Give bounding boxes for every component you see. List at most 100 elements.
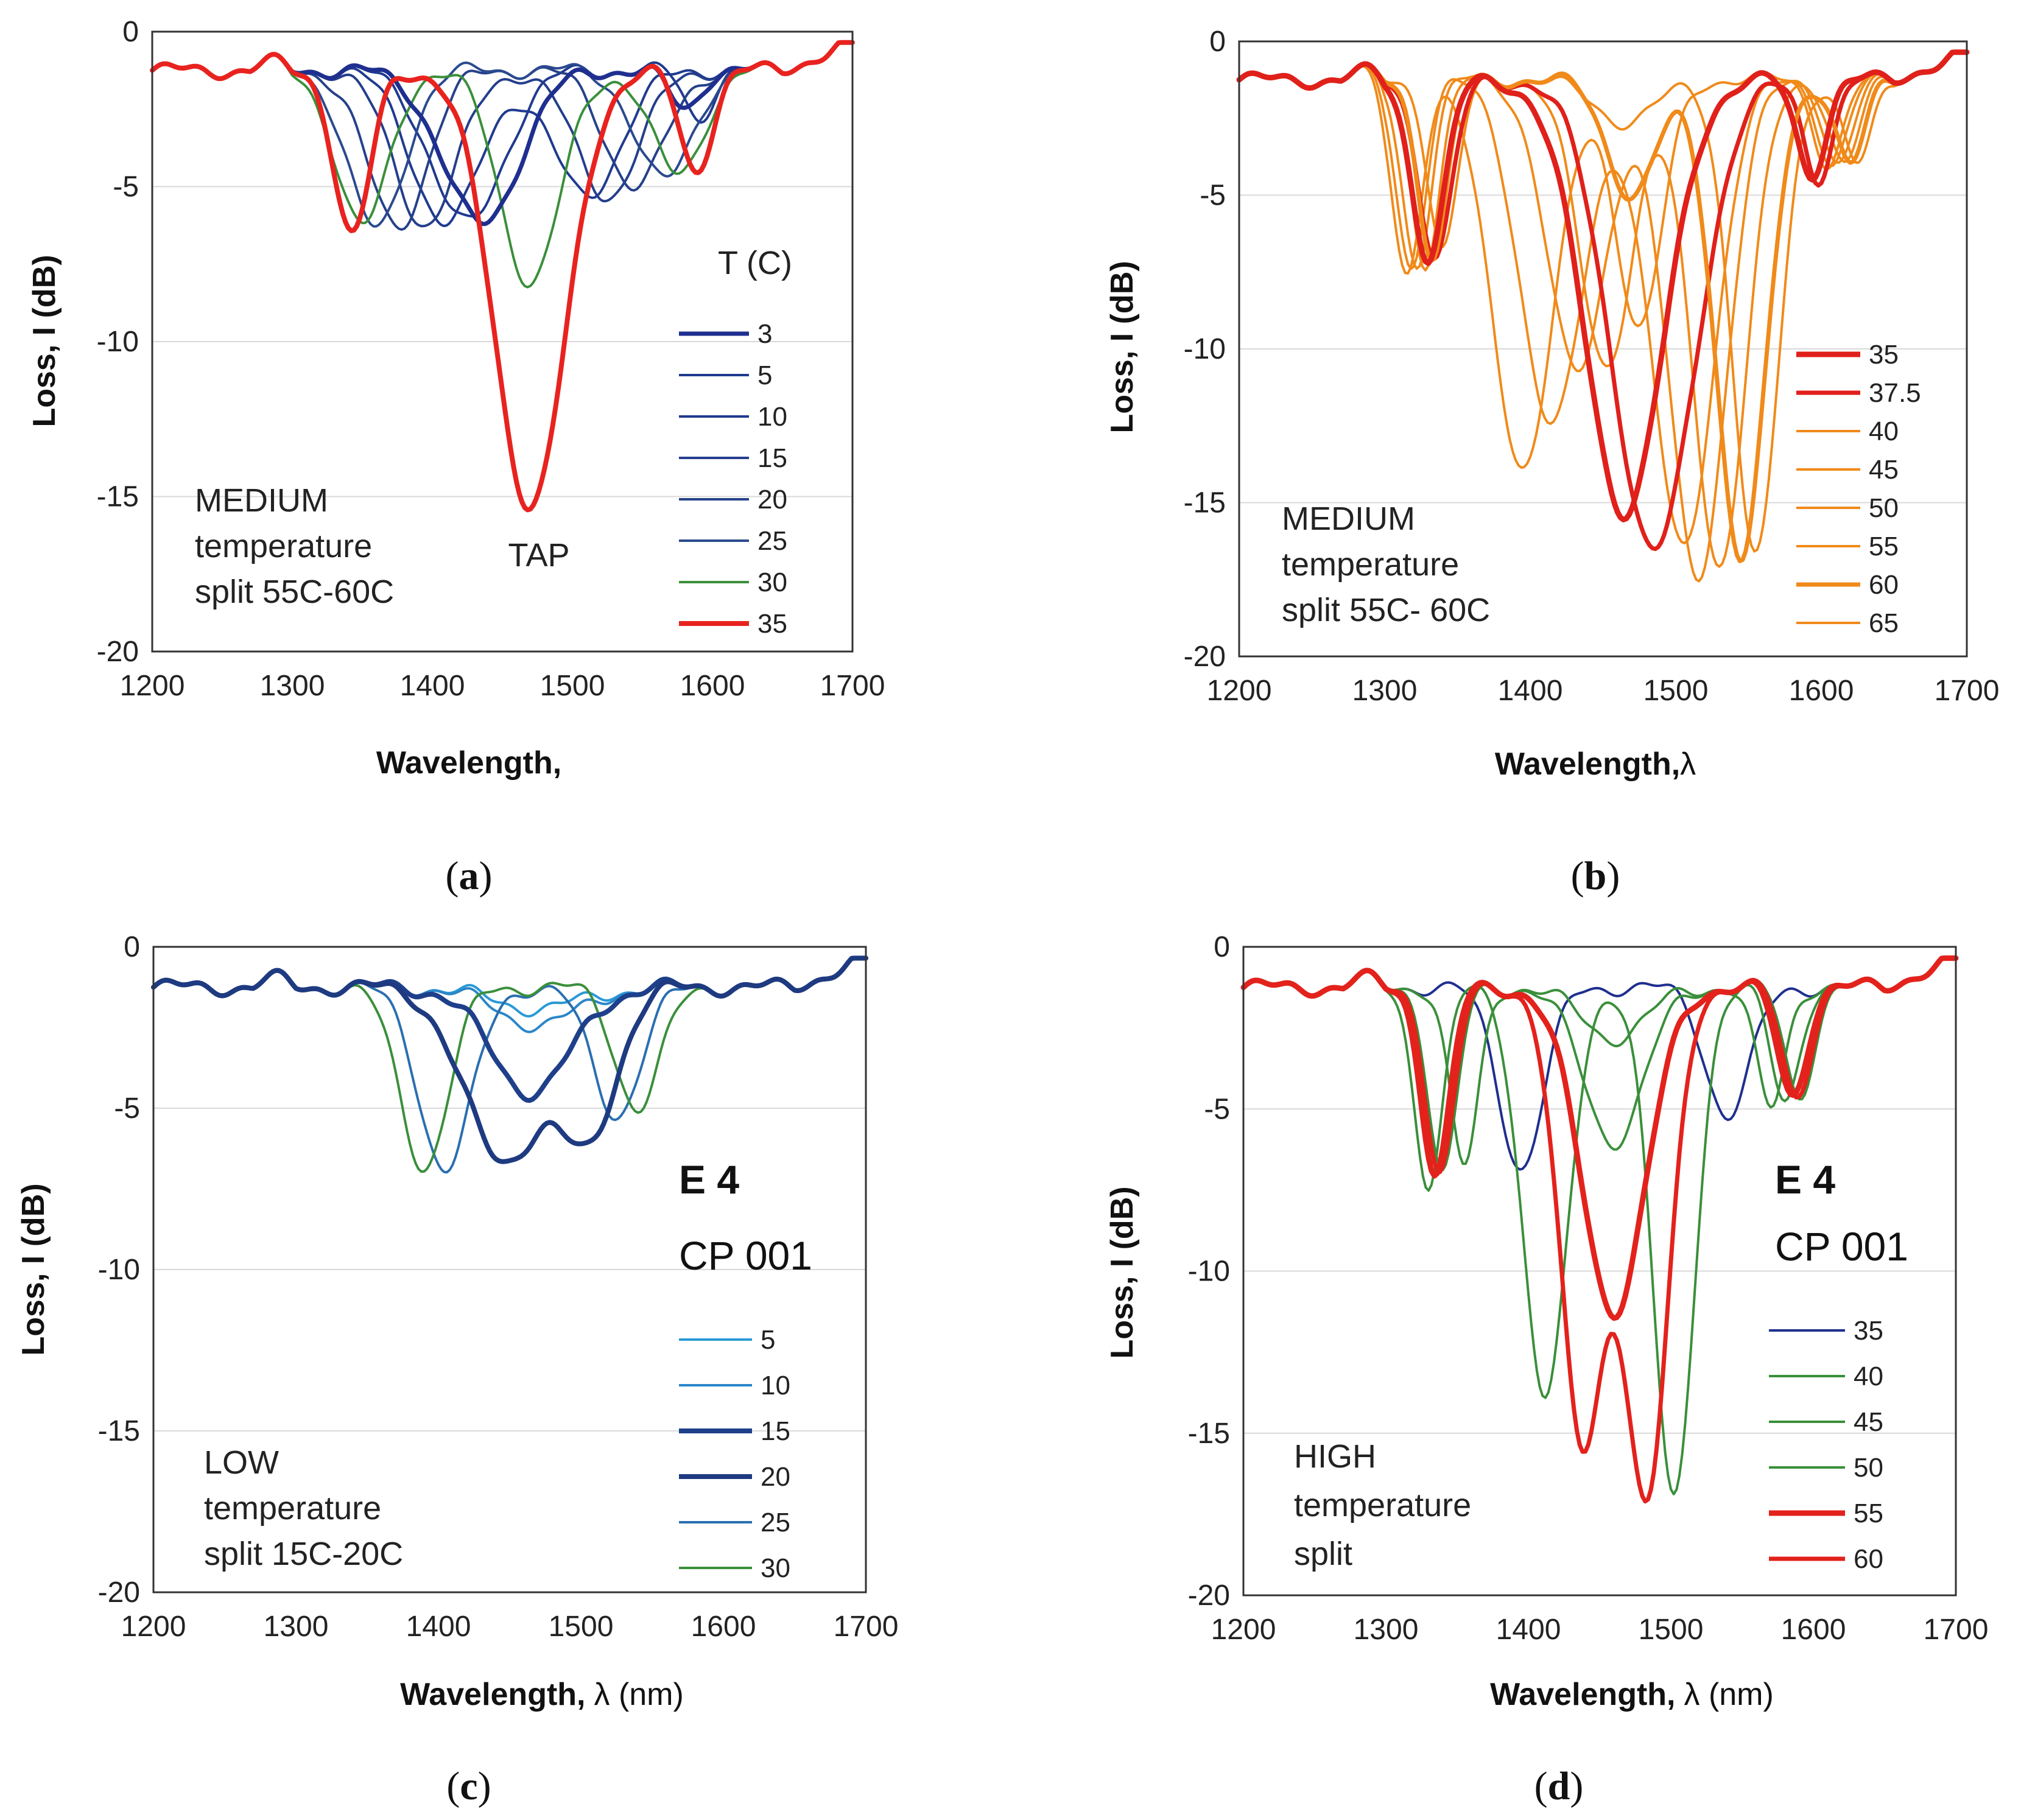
panel-b-annotation-line-3: split 55C- 60C (1282, 592, 1490, 628)
panel-d-y-tick-label: -5 (1204, 1093, 1230, 1125)
panel-a-caption-open: ( (446, 854, 459, 898)
panel-a-y-tick-label: -10 (97, 326, 139, 358)
panel-a-annotation-line-2: temperature (195, 528, 372, 564)
panel-c-series-20 (151, 955, 868, 1164)
panel-a-x-tick-label: 1400 (400, 670, 465, 702)
panel-b-series (1236, 49, 1970, 583)
panel-a-annotation-line-1: MEDIUM (195, 482, 328, 519)
panel-b-legend-label-60: 60 (1869, 570, 1899, 600)
panel-d-label-bottom: CP 001 (1775, 1224, 1908, 1269)
panel-d-legend-label-40: 40 (1854, 1361, 1883, 1391)
panel-a-x-tick-label: 1700 (820, 670, 885, 702)
panel-a-legend-label-3: 3 (757, 319, 772, 349)
panel-c-y-tick-label: -20 (98, 1576, 140, 1609)
panel-a: 1200 1300 1400 1500 1600 1700 0 -5 -10 -15 -20 Los… (27, 16, 885, 898)
panel-a-ticks: 1200 1300 1400 1500 1600 1700 0 -5 -10 -15 -20 (97, 16, 885, 702)
panel-c-legend: 5 10 15 20 25 30 (679, 1325, 790, 1583)
panel-c-legend-label-5: 5 (761, 1325, 775, 1355)
panel-c-ticks: 1200 1300 1400 1500 1600 1700 0 -5 -10 -15 -20 (98, 931, 899, 1643)
panel-c-y-tick-label: -10 (98, 1254, 140, 1286)
panel-d-annotation-line-1: HIGH (1294, 1438, 1376, 1475)
panel-b-x-tick-label: 1600 (1789, 675, 1854, 707)
panel-c-y-tick-label: 0 (124, 931, 140, 963)
panel-d-legend-label-55: 55 (1854, 1499, 1883, 1528)
panel-d-x-tick-label: 1600 (1781, 1614, 1846, 1646)
panel-a-legend-label-35: 35 (757, 609, 787, 639)
panel-d-x-tick-label: 1700 (1924, 1614, 1989, 1646)
panel-b-legend-label-55: 55 (1869, 532, 1899, 561)
panel-b-legend-label-37.5: 37.5 (1869, 378, 1921, 408)
panel-a-legend-label-30: 30 (757, 567, 787, 597)
panel-a-caption-letter: a (459, 854, 479, 898)
panel-c-grid (153, 946, 866, 1432)
panel-d-series-45 (1242, 957, 1957, 1172)
panel-b-legend-label-45: 45 (1869, 455, 1899, 485)
panel-b-xlabel-main: Wavelength, (1495, 747, 1680, 782)
panel-c-annotation-line-1: LOW (204, 1444, 279, 1481)
panel-c-legend-label-10: 10 (761, 1371, 790, 1400)
panel-d-y-tick-label: -15 (1188, 1418, 1230, 1450)
panel-a-ylabel: Loss, I (dB) (27, 255, 62, 427)
panel-d-caption-open: ( (1534, 1764, 1548, 1808)
panel-b-xlabel-suffix: λ (1680, 747, 1696, 782)
panel-a-x-tick-label: 1200 (120, 670, 185, 702)
panel-a-legend-label-25: 25 (757, 526, 787, 556)
panel-d-legend-label-35: 35 (1854, 1316, 1883, 1346)
panel-d-legend-label-50: 50 (1854, 1453, 1883, 1483)
panel-b-series-35 (1236, 49, 1970, 522)
panel-a-y-tick-label: 0 (122, 16, 139, 48)
panel-d: 1200 1300 1400 1500 1600 1700 0 -5 -10 -15 -20 Los… (1105, 931, 1988, 1808)
panel-c-series-15 (151, 955, 868, 1103)
panel-d-y-tick-label: 0 (1214, 931, 1230, 963)
panel-c-annotation-line-3: split 15C-20C (204, 1536, 403, 1572)
panel-c-series (151, 955, 868, 1174)
panel-c-x-tick-label: 1300 (264, 1611, 329, 1643)
panel-b-xlabel: Wavelength,λ (1495, 747, 1696, 782)
panel-c-annotation-line-2: temperature (204, 1490, 381, 1527)
panel-b-ticks: 1200 1300 1400 1500 1600 1700 0 -5 -10 -15 -20 (1184, 26, 2000, 707)
panel-d-xlabel-main: Wavelength, (1490, 1677, 1675, 1712)
panel-c-x-tick-label: 1500 (549, 1611, 614, 1643)
panel-d-x-tick-label: 1200 (1211, 1614, 1276, 1646)
panel-c: 1200 1300 1400 1500 1600 1700 0 -5 -10 -15 -20 Los… (16, 931, 898, 1808)
panel-d-series (1240, 955, 1959, 1504)
panel-b-x-tick-label: 1400 (1498, 675, 1563, 707)
panel-b-x-tick-label: 1700 (1935, 675, 2000, 707)
panel-a-xlabel: Wavelength, (376, 745, 561, 781)
panel-d-x-tick-label: 1400 (1496, 1614, 1561, 1646)
panel-a-y-tick-label: -5 (113, 171, 139, 203)
panel-a-x-tick-label: 1600 (680, 670, 745, 702)
panel-d-x-tick-label: 1500 (1639, 1614, 1704, 1646)
panel-c-x-tick-label: 1700 (834, 1611, 899, 1643)
panel-a-caption-close: ) (479, 854, 493, 898)
panel-b-y-tick-label: -20 (1184, 641, 1226, 673)
panel-b-annotation-line-2: temperature (1282, 546, 1459, 583)
panel-c-legend-label-15: 15 (761, 1416, 790, 1446)
panel-c-xlabel-suffix: λ (nm) (594, 1677, 684, 1712)
panel-a-legend-label-5: 5 (757, 360, 772, 390)
panel-c-x-tick-label: 1400 (406, 1611, 471, 1643)
panel-b-y-tick-label: -5 (1200, 180, 1226, 212)
panel-d-y-tick-label: -10 (1188, 1256, 1230, 1288)
panel-a-legend-label-20: 20 (757, 485, 787, 515)
panel-c-caption-close: ) (478, 1764, 491, 1808)
panel-a-x-tick-label: 1500 (540, 670, 605, 702)
panel-c-x-tick-label: 1600 (691, 1611, 756, 1643)
panel-b-annotation-line-1: MEDIUM (1282, 501, 1415, 537)
panel-b-x-tick-label: 1500 (1643, 675, 1709, 707)
panel-b-legend-label-35: 35 (1869, 340, 1899, 370)
panel-c-series-30 (152, 957, 867, 1173)
panel-d-series-35 (1242, 957, 1957, 1171)
panel-c-caption-open: ( (446, 1764, 460, 1808)
panel-d-legend: 35 40 45 50 55 60 (1769, 1316, 1883, 1574)
panel-a-caption: (a) (446, 854, 493, 898)
panel-d-y-tick-label: -20 (1188, 1579, 1230, 1612)
panel-d-xlabel: Wavelength, λ (nm) (1490, 1677, 1774, 1712)
panel-a-legend-title: T (C) (718, 245, 792, 281)
panel-a-series (150, 40, 855, 513)
panel-c-legend-label-20: 20 (761, 1462, 790, 1492)
panel-b-legend: 35 37.5 40 45 50 55 60 65 (1796, 340, 1921, 638)
panel-d-grid (1243, 946, 1956, 1434)
